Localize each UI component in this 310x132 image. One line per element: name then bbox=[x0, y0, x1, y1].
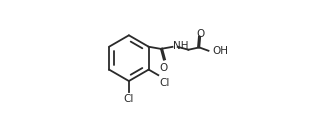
Text: Cl: Cl bbox=[159, 78, 169, 88]
Text: O: O bbox=[196, 29, 204, 39]
Text: OH: OH bbox=[212, 46, 228, 56]
Text: Cl: Cl bbox=[124, 94, 134, 104]
Text: O: O bbox=[159, 63, 167, 73]
Text: NH: NH bbox=[173, 41, 188, 51]
